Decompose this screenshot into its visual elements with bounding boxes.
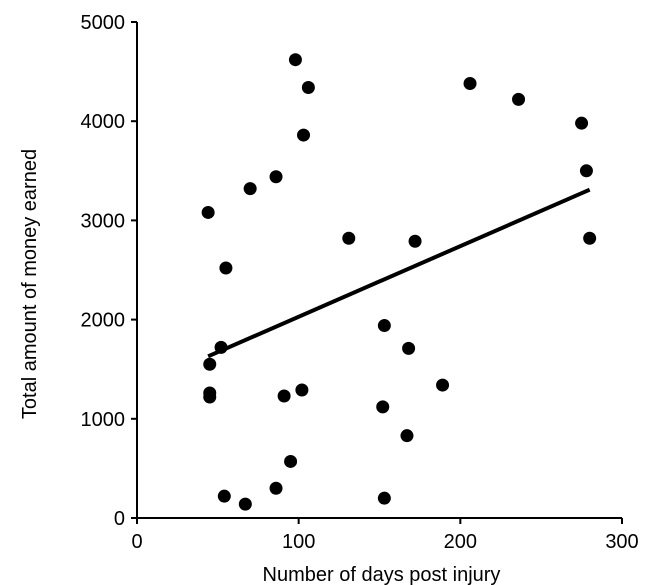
data-point <box>203 357 217 371</box>
data-point <box>376 400 390 414</box>
data-point <box>238 497 252 511</box>
y-tick-label: 1000 <box>81 409 126 431</box>
data-point <box>269 170 283 184</box>
y-tick-label: 5000 <box>81 12 126 34</box>
x-tick-label: 300 <box>605 531 638 553</box>
trendline <box>207 187 591 359</box>
data-point <box>377 491 391 505</box>
data-point <box>408 234 422 248</box>
data-point <box>295 383 309 397</box>
data-point <box>579 164 593 178</box>
data-point <box>377 319 391 333</box>
data-point <box>277 389 291 403</box>
x-tick-label: 200 <box>444 531 477 553</box>
data-point <box>203 386 217 400</box>
data-point <box>297 128 311 142</box>
x-tick-label: 0 <box>131 531 142 553</box>
y-tick-label: 2000 <box>81 310 126 332</box>
data-point <box>512 92 526 106</box>
data-point <box>583 231 597 245</box>
data-point <box>214 340 228 354</box>
y-tick-label: 4000 <box>81 111 126 133</box>
data-point <box>436 378 450 392</box>
data-point <box>288 53 302 67</box>
data-point <box>575 116 589 130</box>
y-axis-title: Total amount of money earned <box>19 149 41 419</box>
data-point <box>217 489 231 503</box>
data-point <box>400 429 414 443</box>
data-point <box>284 454 298 468</box>
data-point <box>219 261 233 275</box>
data-point <box>463 77 477 91</box>
x-tick-label: 100 <box>282 531 315 553</box>
x-axis-title: Number of days post injury <box>263 564 501 585</box>
plot-area: 0 1000 2000 3000 4000 5000 0 100 200 300 Number of… <box>19 12 639 585</box>
data-point <box>402 341 416 355</box>
data-point <box>243 182 257 196</box>
data-point <box>269 481 283 495</box>
y-tick-label: 0 <box>114 508 125 530</box>
data-point <box>201 205 215 219</box>
y-tick-label: 3000 <box>81 210 126 232</box>
data-point <box>301 80 315 94</box>
data-point <box>342 231 356 245</box>
